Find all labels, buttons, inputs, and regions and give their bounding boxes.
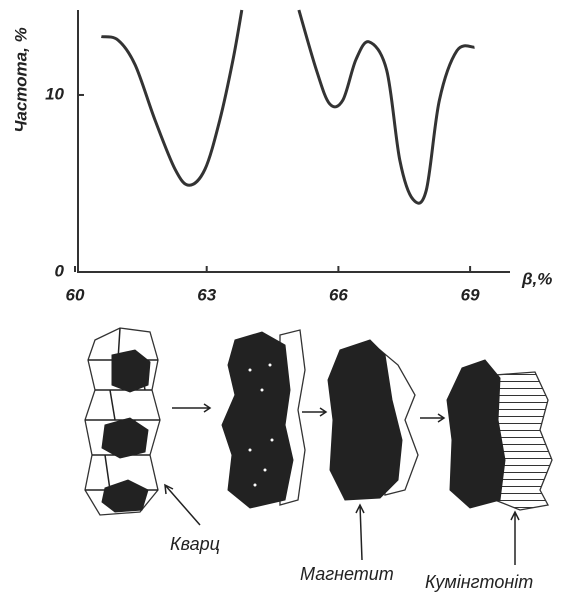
pointer bbox=[355, 503, 365, 561]
quartz-inclusions bbox=[248, 363, 274, 487]
diagram-label: Кварц bbox=[170, 534, 220, 554]
arrow bbox=[302, 407, 328, 417]
magnetite-mass bbox=[221, 331, 294, 509]
x-tick-label: 69 bbox=[461, 285, 480, 304]
pointer bbox=[164, 483, 201, 526]
data-line bbox=[101, 9, 475, 205]
axes bbox=[77, 10, 510, 273]
pointer bbox=[510, 510, 520, 565]
x-axis-label: β,% bbox=[521, 269, 552, 288]
diagram-label: Кумінгтоніт bbox=[425, 572, 533, 592]
magnetite-mass bbox=[446, 359, 506, 509]
y-axis-label: Частота, % bbox=[11, 27, 30, 132]
magnetite-mass bbox=[327, 339, 403, 501]
magnetite-blob bbox=[101, 479, 149, 513]
diagram-label: Магнетит bbox=[300, 564, 394, 584]
cummingtonite-rim bbox=[494, 371, 553, 511]
y-tick-label: 10 bbox=[45, 84, 64, 103]
diagram: Кварц Магнетит Кумінгтоніт bbox=[84, 327, 553, 592]
x-tick-label: 60 bbox=[66, 285, 85, 304]
magnetite-blob bbox=[101, 417, 149, 459]
x-tick-label: 63 bbox=[197, 285, 216, 304]
y-tick-label: 0 bbox=[55, 261, 65, 280]
arrow bbox=[172, 403, 212, 413]
arrow bbox=[420, 413, 446, 423]
x-tick-label: 66 bbox=[329, 285, 348, 304]
magnetite-blob bbox=[111, 349, 151, 393]
